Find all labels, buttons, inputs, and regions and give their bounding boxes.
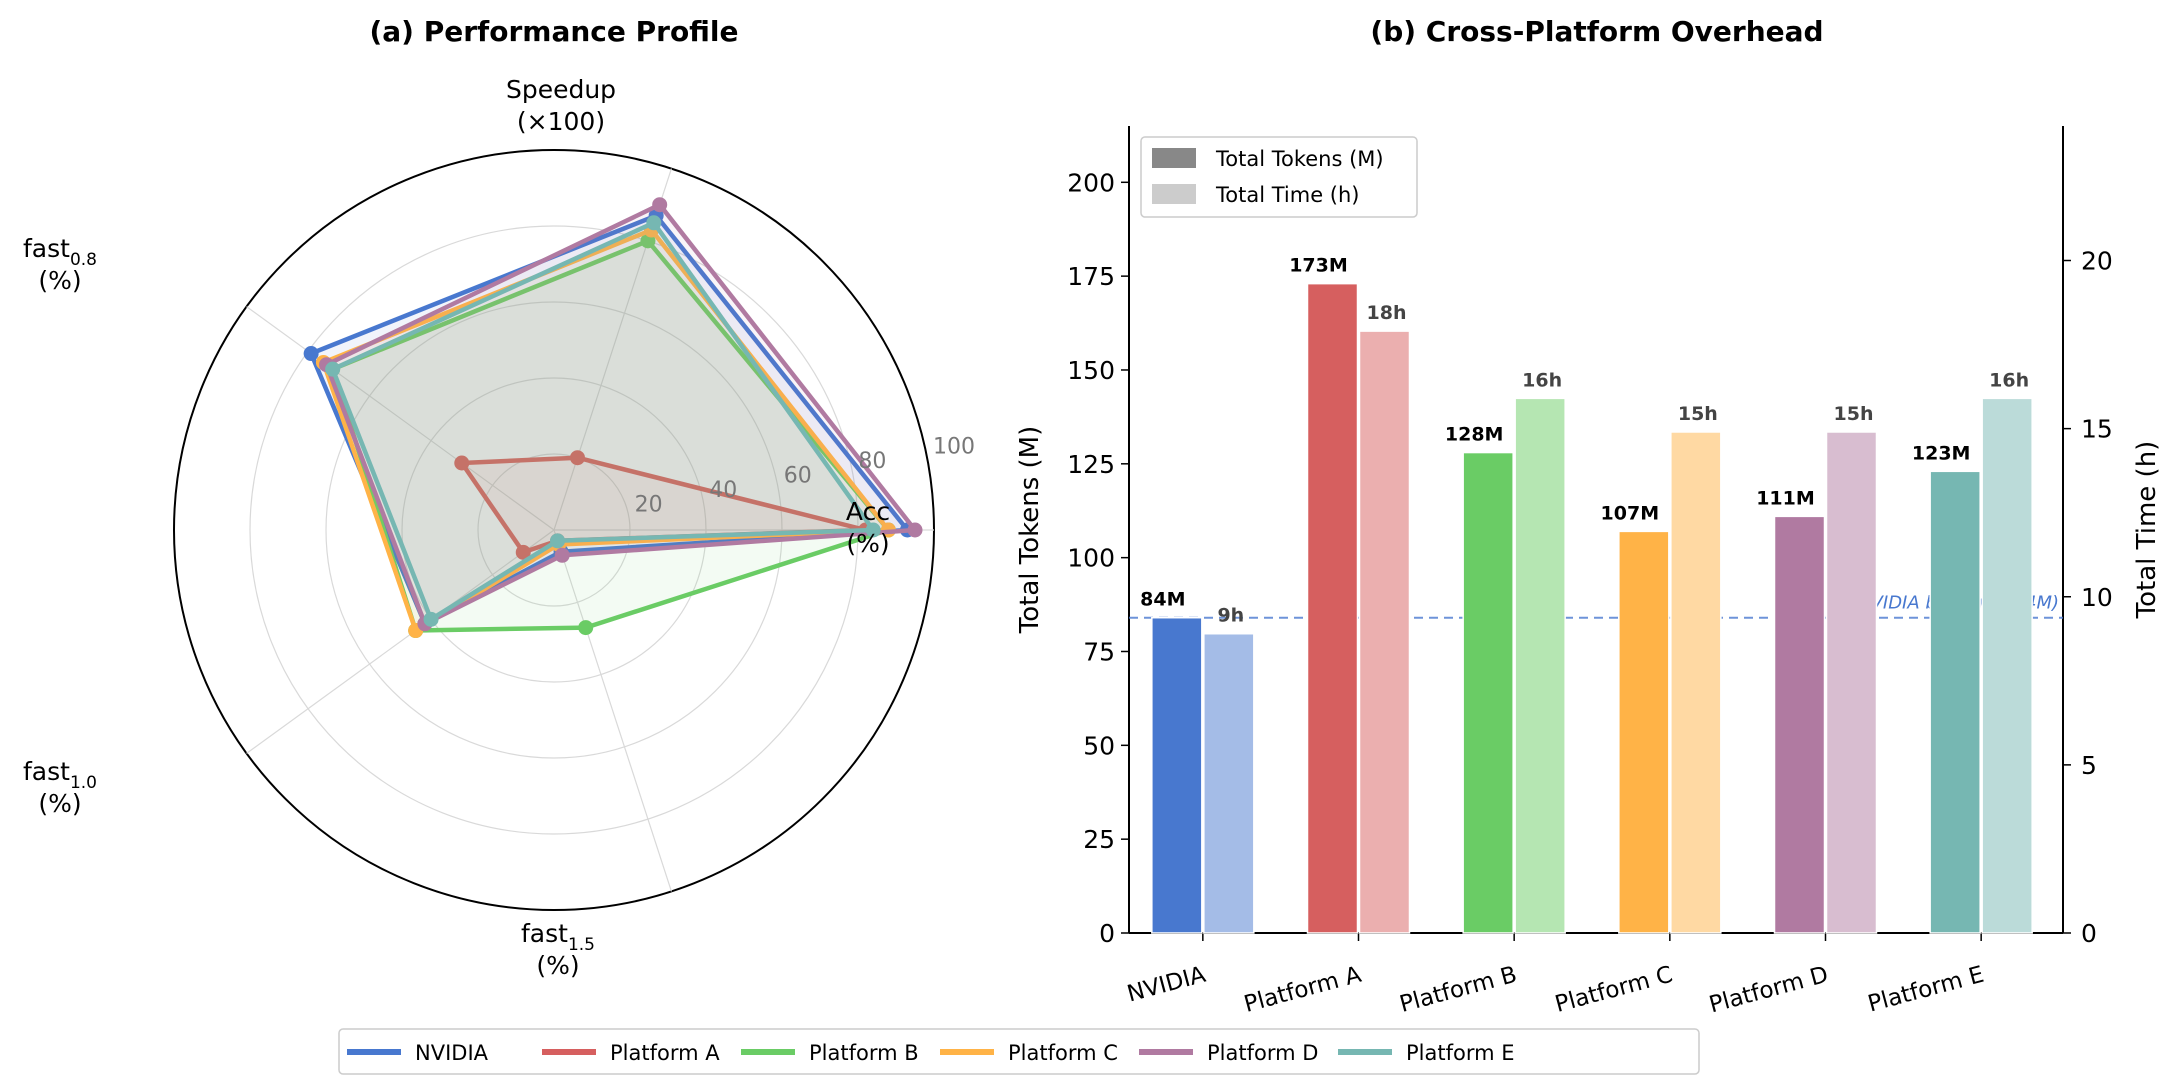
bar-time-1 [1358,330,1411,934]
radar-axis-name: Speedup [506,75,616,104]
legend-label-4: Platform D [1207,1041,1318,1065]
bar-time-2 [1514,397,1566,934]
radar-spoke [246,529,555,754]
bar-chart: (b) Cross-Platform Overhead 025507510012… [1015,15,2162,1018]
radar-tick-label: 100 [933,434,975,459]
legend-label-1: Platform A [610,1041,720,1065]
bar-time-4 [1825,431,1878,934]
radar-polygon [321,227,891,633]
y-tick-label: 0 [1099,919,1115,948]
time-label-3: 15h [1678,403,1718,425]
time-label-1: 18h [1367,302,1407,324]
radar-axis-unit: (%) [536,951,579,980]
token-label-3: 107M [1601,502,1660,524]
token-label-0: 84M [1140,589,1185,611]
radar-polygon [324,202,918,627]
radar-point [578,620,594,636]
radar-point [303,346,319,362]
y-right-tick-label: 10 [2081,583,2113,612]
radar-tick-label: 80 [858,449,886,474]
radar-axis-unit: (%) [38,266,81,295]
bar-legend-label-1: Total Time (h) [1215,183,1359,207]
time-label-5: 16h [1989,369,2029,391]
bar-legend: Total Tokens (M) Total Time (h) [1140,136,1418,218]
y-axis-label: Total Tokens (M) [1015,426,1045,635]
legend-label-0: NVIDIA [415,1041,489,1065]
radar-tick-label: 40 [709,478,737,503]
bar-legend-frame [1140,136,1418,218]
token-label-4: 111M [1756,487,1815,509]
bar-tokens-5 [1929,470,1981,934]
radar-tick-label: 60 [784,463,812,488]
radar-axis-label-speedup: Speedup (×100) [506,75,616,136]
radar-point [423,611,439,627]
radar-point [550,533,566,549]
bar-value-labels: 84M 9h 173M 18h 128M 16h 107M 15h 111M 15h 123M 16h [1140,255,2029,627]
bar-legend-label-0: Total Tokens (M) [1215,147,1384,171]
radar-axis-label-acc: Acc (%) [846,497,890,558]
bar-marks [1151,282,2033,934]
series-legend: NVIDIA Platform A Platform B Platform C Plat… [338,1028,1700,1075]
y-right-tick-label: 5 [2081,751,2097,780]
radar-radial-ticks: 20 40 60 80 100 [635,434,975,517]
bar-tokens-3 [1618,530,1670,934]
time-label-4: 15h [1834,403,1874,425]
token-label-1: 173M [1289,255,1348,277]
bar-time-3 [1670,431,1722,934]
bar-legend-swatch-0 [1152,148,1196,168]
bar-time-0 [1203,632,1255,934]
y-tick-label: 25 [1083,825,1115,854]
y-tick-label: 100 [1067,544,1115,573]
bar-tokens-0 [1151,616,1203,934]
y-right-tick-label: 20 [2081,247,2113,276]
legend-label-5: Platform E [1406,1041,1515,1065]
y-right-tick-label: 15 [2081,415,2113,444]
legend-label-3: Platform C [1008,1041,1118,1065]
y-tick-label: 50 [1083,731,1115,760]
time-label-0: 9h [1217,605,1244,627]
radar-spoke [553,529,672,892]
bar-tokens-4 [1773,515,1826,934]
radar-point [865,522,881,538]
legend-label-2: Platform B [809,1041,919,1065]
y-tick-label: 175 [1067,262,1115,291]
radar-point [652,197,668,213]
bar-legend-swatch-1 [1152,184,1196,204]
y-tick-label: 150 [1067,356,1115,385]
radar-point [907,522,923,538]
radar-point [569,450,585,466]
bar-title: (b) Cross-Platform Overhead [1370,15,1823,48]
radar-series-platform-d [319,197,923,632]
bar-tokens-2 [1462,451,1514,934]
radar-axis-unit: (×100) [517,107,605,136]
radar-point [454,455,470,471]
token-label-2: 128M [1445,424,1504,446]
radar-series-platform-e [325,215,881,627]
bar-tokens-1 [1306,282,1359,934]
radar-axis-unit: (%) [38,789,81,818]
radar-point [554,547,570,563]
legend-frame [338,1028,1700,1075]
y-tick-label: 125 [1067,450,1115,479]
radar-title: (a) Performance Profile [369,15,738,48]
radar-series [303,197,923,639]
radar-axis-name: Acc [846,497,890,526]
time-label-2: 16h [1522,369,1562,391]
radar-point [646,215,662,231]
radar-point [325,361,341,377]
bar-time-5 [1981,397,2033,934]
radar-tick-label: 20 [635,492,663,517]
token-label-5: 123M [1912,442,1971,464]
y-right-axis-label: Total Time (h) [2132,441,2162,620]
y-right-tick-label: 0 [2081,919,2097,948]
radar-point [515,544,531,560]
y-tick-label: 75 [1083,637,1115,666]
y-tick-label: 200 [1067,168,1115,197]
radar-axis-unit: (%) [846,529,889,558]
radar-spoke [246,306,555,531]
radar-polygon [330,220,876,622]
radar-chart: (a) Performance Profile 20 40 60 80 100 Acc (… [23,15,975,980]
